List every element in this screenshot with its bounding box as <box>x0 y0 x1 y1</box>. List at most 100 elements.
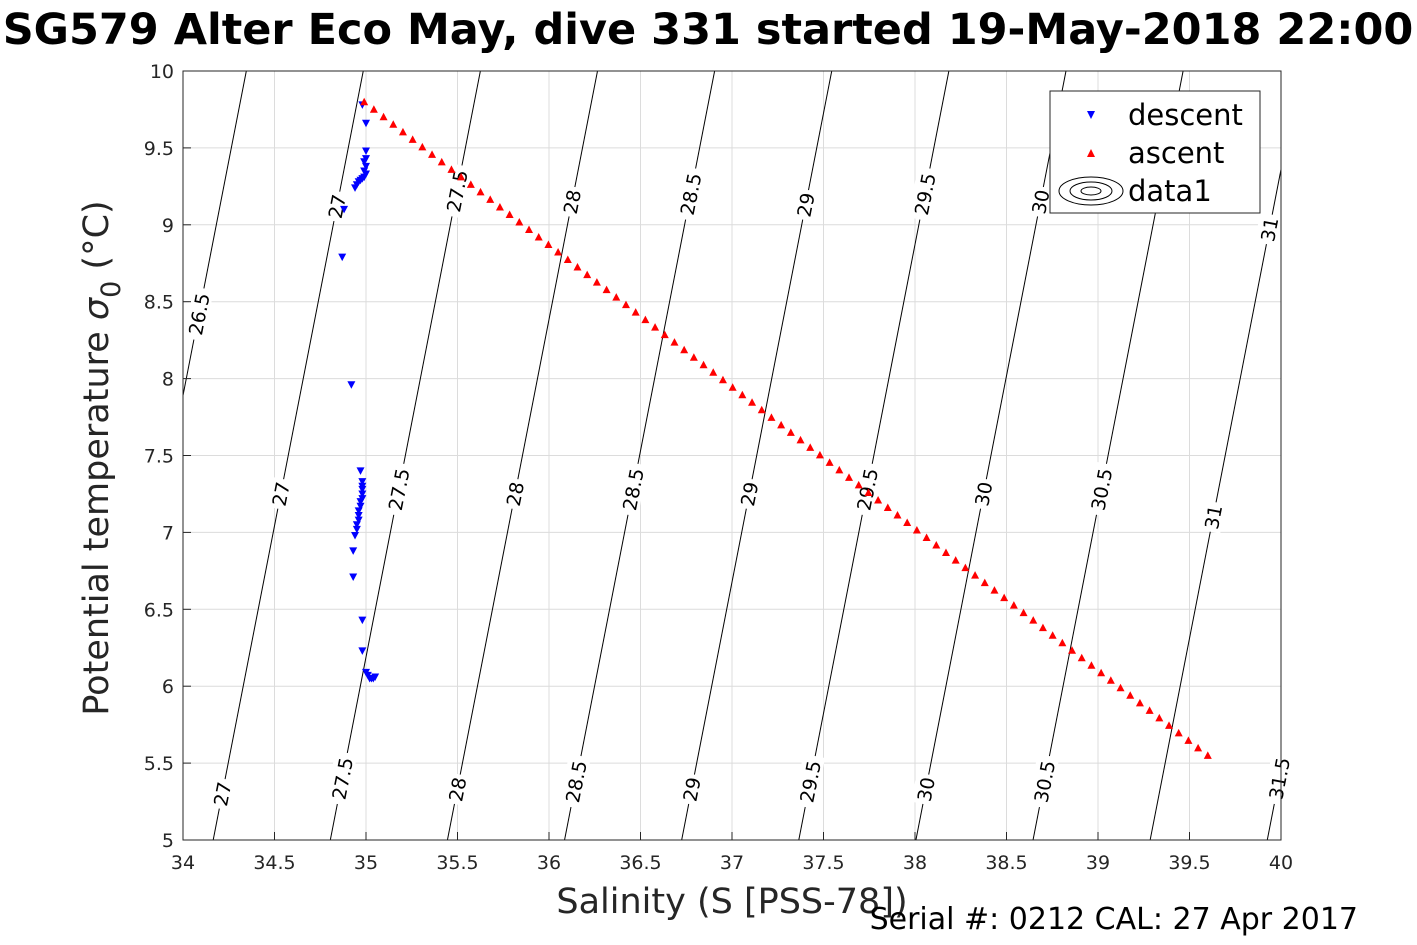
contour-label-text: 30 <box>914 775 940 803</box>
ascent-point <box>922 533 931 542</box>
ascent-point <box>718 375 727 384</box>
contour-label-text: 28 <box>445 775 471 803</box>
y-tick-label: 6.5 <box>144 599 174 621</box>
ascent-point <box>1038 623 1047 632</box>
ascent-point <box>466 180 475 188</box>
x-tick-label: 36.5 <box>619 852 661 874</box>
ascent-point <box>680 345 689 354</box>
contour-label-background <box>616 461 648 517</box>
ascent-point <box>525 225 534 233</box>
contour-label-background <box>850 461 883 517</box>
contour-label-background <box>182 286 214 342</box>
ascent-point <box>1058 638 1067 647</box>
x-tick-label: 39.5 <box>1168 852 1210 874</box>
ascent-point <box>815 450 824 459</box>
ascent-point <box>515 217 524 226</box>
y-tick-label: 9.5 <box>144 138 174 160</box>
descent-point <box>349 547 358 555</box>
ascent-point <box>602 285 611 294</box>
contour-label: 29 <box>734 476 763 511</box>
contour-label-background <box>968 476 997 511</box>
ascent-point <box>369 105 378 113</box>
y-tick-label: 5.5 <box>144 753 174 775</box>
density-contour-line <box>183 71 247 399</box>
contour-label-background <box>442 772 471 806</box>
descent-point <box>354 511 363 520</box>
descent-point <box>371 673 380 681</box>
y-axis-label: Potential temperature σ0 (°C) <box>77 200 127 715</box>
legend-contour-label: data1 <box>1128 174 1212 208</box>
contour-label-background <box>381 461 414 517</box>
ascent-point <box>457 172 466 181</box>
x-tick-label: 36 <box>537 852 561 874</box>
descent-point <box>352 525 361 534</box>
y-axis-label-symbol: σ <box>77 296 117 320</box>
ascent-point <box>651 323 660 331</box>
x-tick-label: 35.5 <box>436 852 478 874</box>
x-tick-label: 40 <box>1269 852 1293 874</box>
descent-point <box>358 616 367 625</box>
contour-label-background <box>1027 753 1060 809</box>
ascent-point <box>1077 653 1086 662</box>
contour-label-background <box>440 163 472 219</box>
contour-label-background <box>322 189 350 223</box>
ascent-point <box>912 526 921 534</box>
ascent-point <box>883 503 892 511</box>
contour-label-background <box>790 187 819 222</box>
y-tick-label: 6 <box>162 676 174 698</box>
ascent-point <box>447 165 456 173</box>
ascent-point <box>1019 608 1028 617</box>
x-tick-label: 34.5 <box>253 852 295 874</box>
y-tick-label: 9 <box>162 215 174 237</box>
ascent-point <box>505 210 514 218</box>
ascent-point <box>544 240 553 249</box>
contour-label-background <box>1025 184 1054 219</box>
ascent-point <box>806 443 815 451</box>
density-contour-line <box>1149 166 1281 840</box>
ascent-point <box>1126 691 1135 699</box>
descent-point <box>356 467 365 475</box>
descent-point <box>349 573 358 582</box>
serial-calibration-footer: Serial #: 0212 CAL: 27 Apr 2017 <box>870 902 1358 937</box>
y-tick-label: 7 <box>162 522 174 544</box>
ascent-point <box>437 157 446 166</box>
contour-label: 31 <box>1198 499 1227 534</box>
ascent-point <box>1203 751 1212 759</box>
y-tick-label: 8.5 <box>144 292 174 314</box>
ascent-point <box>1087 661 1096 669</box>
contour-label: 27 <box>266 476 295 511</box>
descent-point <box>354 507 363 515</box>
y-axis-ticks: 5 5.5 6 6.5 7 7.5 8 8.5 9 9.5 10 <box>144 61 191 852</box>
descent-point <box>358 478 367 486</box>
contour-label-background <box>325 750 358 806</box>
ascent-point <box>389 120 398 128</box>
descent-point <box>352 521 361 529</box>
ascent-point <box>941 548 950 557</box>
contour-label-text: 29 <box>679 775 705 803</box>
contour-label-background <box>676 772 705 806</box>
descent-point <box>362 162 370 171</box>
density-contour-line <box>1266 767 1281 840</box>
x-tick-label: 39 <box>1086 852 1110 874</box>
descent-point <box>358 485 367 494</box>
legend-descent-marker <box>1087 111 1095 119</box>
ascent-point <box>1048 631 1057 639</box>
contour-label-background <box>793 753 825 809</box>
contour-label: 29.5 <box>908 166 941 222</box>
descent-point <box>347 381 356 389</box>
ascent-point <box>825 458 834 466</box>
ascent-point <box>612 293 621 301</box>
descent-point <box>354 516 363 525</box>
ascent-point <box>777 420 786 429</box>
descent-point <box>340 205 349 214</box>
ascent-point <box>1097 668 1106 677</box>
ascent-point <box>980 578 989 587</box>
ascent-point <box>1194 743 1203 752</box>
x-tick-label: 38 <box>903 852 927 874</box>
ascent-point <box>796 435 805 444</box>
contour-label: 29 <box>676 772 706 806</box>
contour-label: 28 <box>442 772 471 806</box>
ascent-point <box>1116 683 1125 692</box>
contour-label-text: 29 <box>793 191 819 219</box>
